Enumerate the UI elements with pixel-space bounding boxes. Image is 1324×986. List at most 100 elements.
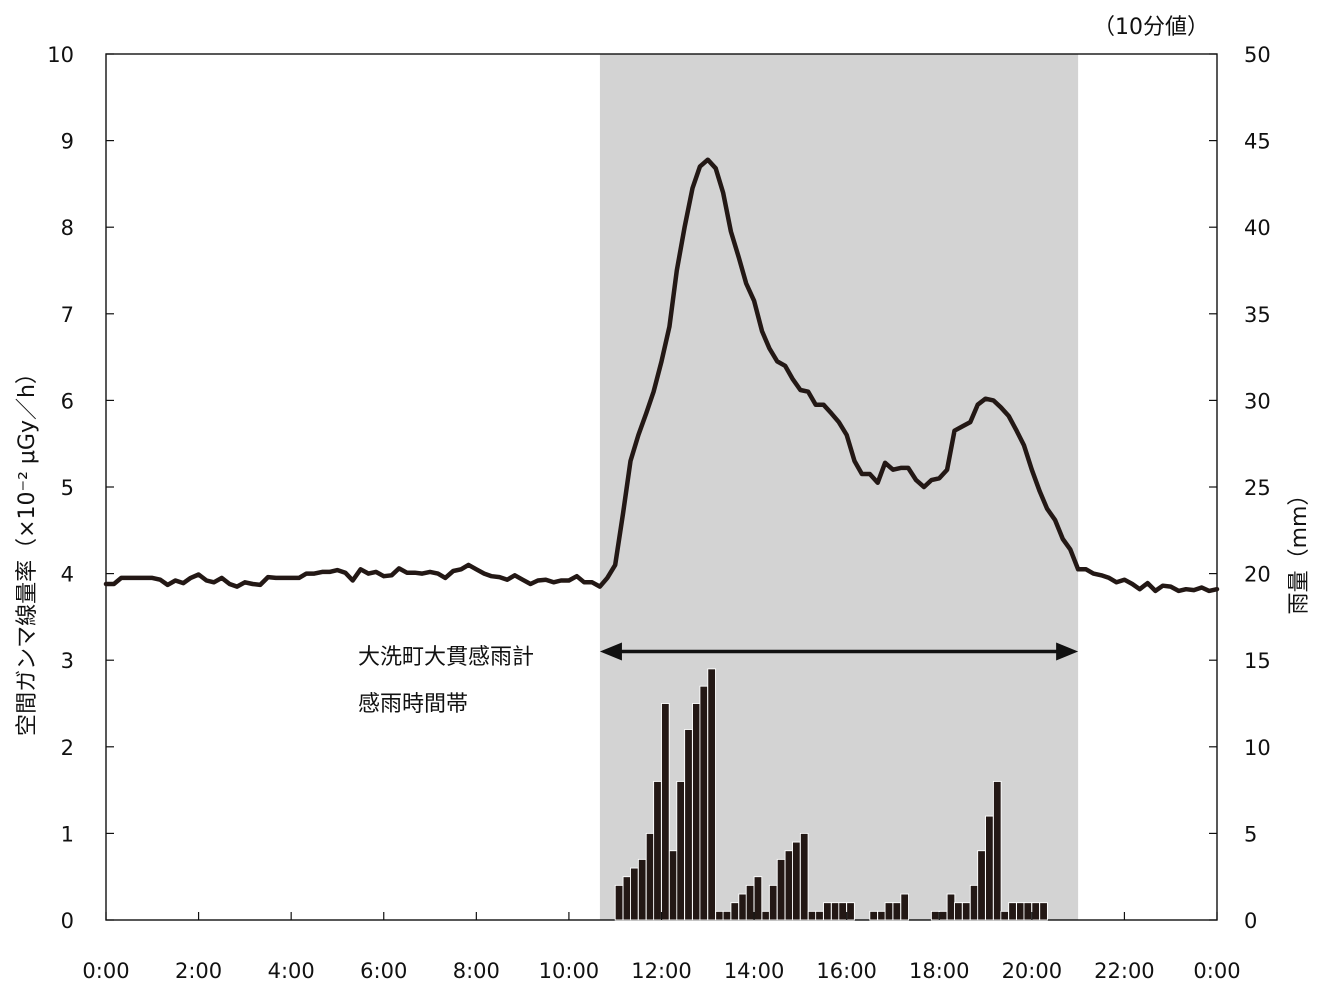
rain-bar <box>753 876 763 921</box>
x-tick-label: 12:00 <box>631 959 692 983</box>
rain-bar <box>668 850 678 921</box>
x-axis-ticks: 0:00 2:00 4:00 6:00 8:00 10:00 12:00 14:00 16:00… <box>82 912 1241 983</box>
x-tick-label: 20:00 <box>1002 959 1063 983</box>
rain-bar <box>1000 910 1009 921</box>
dose-rate-line-layer <box>103 157 1220 594</box>
x-tick-label: 4:00 <box>268 959 315 983</box>
rain-bar <box>738 893 747 921</box>
right-tick-label: 20 <box>1244 563 1271 587</box>
rain-bar <box>969 884 979 921</box>
arrow-head-left <box>599 642 622 661</box>
rain-bar <box>722 910 732 921</box>
rain-period-label-line1: 大洗町大貫感雨計 <box>358 645 534 670</box>
rain-bar <box>661 703 670 921</box>
right-tick-label: 50 <box>1244 43 1271 67</box>
rain-bar <box>1039 902 1048 921</box>
right-tick-label: 25 <box>1244 476 1271 500</box>
rain-bar <box>799 832 809 921</box>
left-axis-ticks: 0 1 2 3 4 5 6 7 8 9 10 <box>47 43 114 933</box>
x-tick-label: 14:00 <box>724 959 785 983</box>
rain-bar <box>1031 902 1041 921</box>
rain-bar <box>645 832 655 921</box>
right-tick-label: 0 <box>1244 909 1257 933</box>
rain-bar <box>900 893 909 921</box>
rain-bar <box>938 910 948 921</box>
rain-bar <box>1023 902 1033 921</box>
left-tick-label: 7 <box>61 303 74 327</box>
left-tick-label: 4 <box>61 563 74 587</box>
rain-bar <box>1008 902 1017 921</box>
rainfall-bars <box>614 668 1048 921</box>
rain-bar <box>792 841 801 921</box>
rain-bar <box>761 910 771 921</box>
rain-bar <box>745 884 755 921</box>
right-tick-label: 30 <box>1244 389 1271 413</box>
x-tick-label: 0:00 <box>1193 959 1240 983</box>
left-tick-label: 8 <box>61 216 74 240</box>
right-tick-label: 35 <box>1244 303 1271 327</box>
x-tick-label: 2:00 <box>175 959 222 983</box>
rain-bar <box>676 780 685 921</box>
x-tick-label: 6:00 <box>360 959 407 983</box>
rain-bar <box>946 893 956 921</box>
rain-bar <box>838 902 847 921</box>
rain-period-label-line2: 感雨時間帯 <box>358 692 468 717</box>
right-tick-label: 15 <box>1244 649 1271 673</box>
x-tick-label: 16:00 <box>816 959 877 983</box>
rain-bar <box>622 876 632 921</box>
right-tick-label: 45 <box>1244 130 1271 154</box>
rain-bar <box>807 910 817 921</box>
dose-rate-line <box>103 157 1220 594</box>
left-tick-label: 10 <box>47 43 74 67</box>
right-tick-label: 5 <box>1244 822 1257 846</box>
rain-bar <box>776 858 786 921</box>
rain-bar <box>985 815 994 921</box>
left-tick-label: 9 <box>61 130 74 154</box>
rain-bar <box>884 902 894 921</box>
rain-bar <box>699 685 709 921</box>
rain-bar <box>954 902 963 921</box>
left-tick-label: 5 <box>61 476 74 500</box>
rain-bar <box>877 910 886 921</box>
left-tick-label: 6 <box>61 389 74 413</box>
rain-bar <box>892 902 902 921</box>
right-tick-label: 10 <box>1244 736 1271 760</box>
arrow-head-right <box>1056 642 1079 661</box>
rain-bar <box>637 858 647 921</box>
left-tick-label: 0 <box>61 909 74 933</box>
y-axis-left-title: 空間ガンマ線量率（×10⁻² μGy／h） <box>15 362 40 736</box>
rain-bar <box>715 910 724 921</box>
rain-bar <box>684 729 693 921</box>
rain-bar <box>653 780 662 921</box>
left-tick-label: 2 <box>61 736 74 760</box>
rain-bar <box>992 780 1002 921</box>
rain-period-shade <box>599 54 1079 920</box>
rain-bar <box>823 902 832 921</box>
x-tick-label: 8:00 <box>453 959 500 983</box>
rain-bar <box>977 850 986 921</box>
rain-bar <box>930 910 940 921</box>
x-tick-label: 10:00 <box>539 959 600 983</box>
x-tick-label: 22:00 <box>1094 959 1155 983</box>
right-axis-ticks: 0 5 10 15 20 25 30 35 40 45 50 <box>1209 43 1271 933</box>
rain-bar <box>630 867 639 921</box>
rain-bar <box>784 850 794 921</box>
rain-bar <box>707 668 716 921</box>
rain-bar <box>768 884 778 921</box>
rain-bar <box>846 902 855 921</box>
x-tick-label: 18:00 <box>909 959 970 983</box>
rain-bar <box>815 910 824 921</box>
right-tick-label: 40 <box>1244 216 1271 240</box>
left-tick-label: 1 <box>61 822 74 846</box>
rain-bar <box>730 902 740 921</box>
rain-bar <box>1016 902 1025 921</box>
rain-bar <box>614 884 624 921</box>
rain-period-arrow <box>599 642 1079 661</box>
rain-bar <box>830 902 840 921</box>
rain-bar <box>961 902 971 921</box>
rain-bar <box>869 910 878 921</box>
rain-bar <box>692 703 701 921</box>
y-axis-right-title: 雨量（mm） <box>1287 484 1312 615</box>
left-tick-label: 3 <box>61 649 74 673</box>
